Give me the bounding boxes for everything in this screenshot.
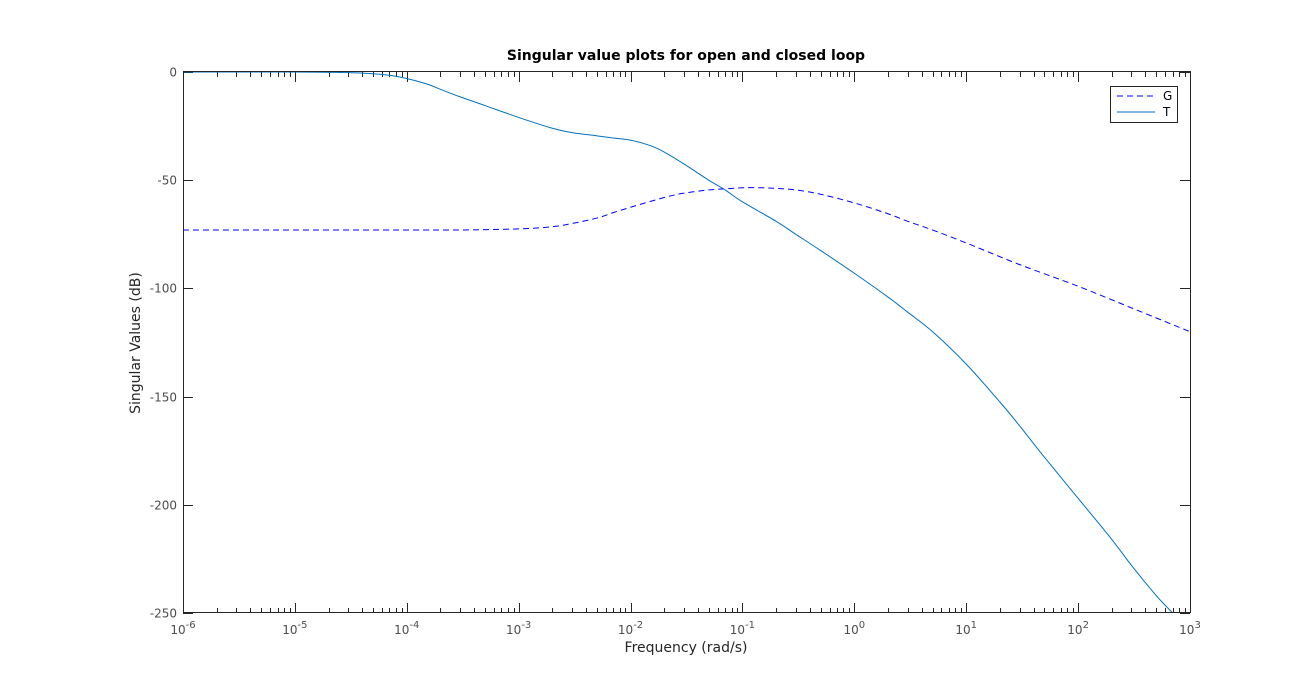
- y-tick-label: -200: [150, 499, 177, 513]
- y-axis-label: Singular Values (dB): [128, 272, 144, 414]
- x-tick-label: 10-6: [170, 620, 195, 637]
- x-tick-label: 100: [844, 620, 866, 637]
- legend: G T: [1110, 86, 1178, 123]
- legend-box: [1110, 86, 1178, 123]
- y-tick-label: -50: [157, 174, 177, 188]
- x-tick-label: 10-3: [506, 620, 531, 637]
- axis-tick-labels: 10-6 10-5 10-4 10-3 10-2 10-1 100 101 102 103 0 -50…: [150, 66, 1201, 638]
- chart-title: Singular value plots for open and closed…: [507, 48, 865, 64]
- x-tick-label: 101: [955, 620, 977, 637]
- x-tick-label: 10-5: [282, 620, 307, 637]
- axes-background: [183, 72, 1190, 613]
- series-layer: [183, 72, 1190, 613]
- legend-label-t: T: [1162, 105, 1171, 119]
- y-tick-label: -250: [150, 607, 177, 621]
- y-tick-label: -150: [150, 391, 177, 405]
- y-tick-label: 0: [169, 66, 177, 80]
- x-tick-label: 10-1: [730, 620, 755, 637]
- series-line-t: [183, 72, 1174, 613]
- x-tick-label: 10-2: [618, 620, 643, 637]
- axes-box: [183, 71, 1191, 613]
- plot-area: [183, 72, 1190, 613]
- y-tick-label: -100: [150, 282, 177, 296]
- x-tick-label: 103: [1179, 620, 1201, 637]
- x-tick-label: 102: [1067, 620, 1089, 637]
- series-line-g: [183, 187, 1190, 333]
- legend-label-g: G: [1163, 89, 1172, 103]
- x-axis-label: Frequency (rad/s): [625, 640, 748, 656]
- x-tick-label: 10-4: [394, 620, 419, 637]
